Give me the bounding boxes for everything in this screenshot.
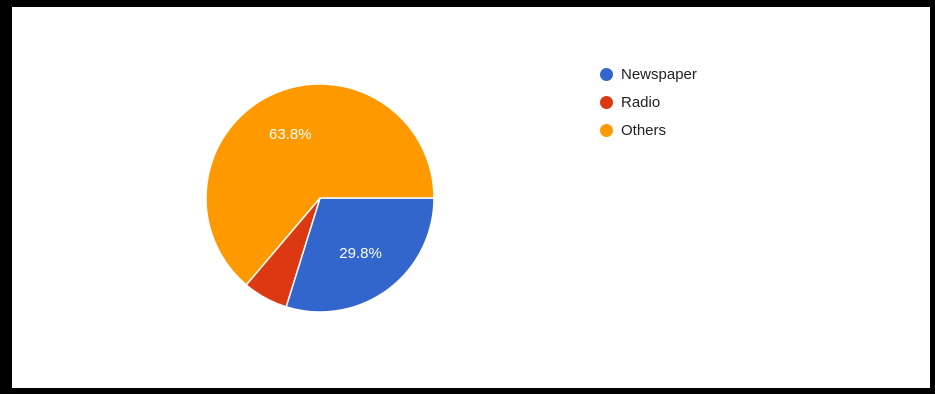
- pie-slice-others[interactable]: [205, 83, 435, 286]
- legend-label-radio: Radio: [621, 93, 661, 111]
- pie-label-others: 63.8%: [269, 126, 312, 143]
- chart-legend: Newspaper Radio Others: [600, 60, 697, 144]
- legend-swatch-others: [600, 123, 613, 137]
- legend-swatch-newspaper: [600, 67, 613, 81]
- legend-label-others: Others: [621, 121, 667, 139]
- legend-item-others[interactable]: Others: [600, 116, 697, 144]
- pie-slice-newspaper[interactable]: [285, 197, 435, 313]
- legend-swatch-radio: [600, 95, 613, 109]
- pie-label-newspaper: 29.8%: [339, 245, 382, 262]
- legend-item-newspaper[interactable]: Newspaper: [600, 60, 697, 88]
- legend-item-radio[interactable]: Radio: [600, 88, 697, 116]
- legend-label-newspaper: Newspaper: [621, 65, 697, 83]
